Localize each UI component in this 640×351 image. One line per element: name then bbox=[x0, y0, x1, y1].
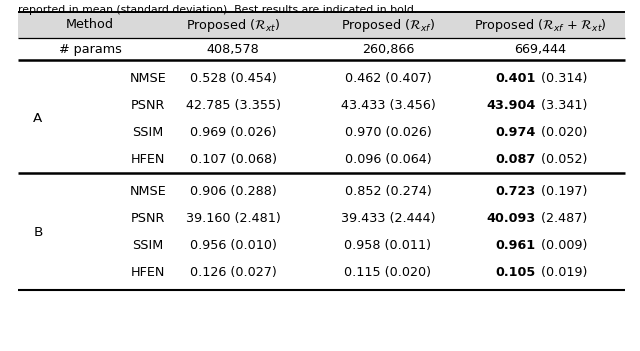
Text: (3.341): (3.341) bbox=[537, 99, 588, 112]
Text: (0.052): (0.052) bbox=[537, 153, 588, 166]
Text: 0.958 (0.011): 0.958 (0.011) bbox=[344, 239, 431, 252]
Text: HFEN: HFEN bbox=[131, 266, 165, 279]
Text: 0.969 (0.026): 0.969 (0.026) bbox=[189, 126, 276, 139]
Text: 0.115 (0.020): 0.115 (0.020) bbox=[344, 266, 431, 279]
Text: PSNR: PSNR bbox=[131, 212, 165, 225]
Text: 42.785 (3.355): 42.785 (3.355) bbox=[186, 99, 280, 112]
Text: NMSE: NMSE bbox=[130, 72, 166, 85]
Text: 0.956 (0.010): 0.956 (0.010) bbox=[189, 239, 276, 252]
Text: (0.009): (0.009) bbox=[537, 239, 588, 252]
Text: 0.096 (0.064): 0.096 (0.064) bbox=[345, 153, 431, 166]
Text: 39.433 (2.444): 39.433 (2.444) bbox=[340, 212, 435, 225]
Text: reported in mean (standard deviation). Best results are indicated in bold.: reported in mean (standard deviation). B… bbox=[18, 5, 417, 15]
Text: PSNR: PSNR bbox=[131, 99, 165, 112]
Text: 0.852 (0.274): 0.852 (0.274) bbox=[344, 185, 431, 198]
Text: 0.107 (0.068): 0.107 (0.068) bbox=[189, 153, 276, 166]
Text: Proposed ($\mathcal{R}_{xf}$): Proposed ($\mathcal{R}_{xf}$) bbox=[341, 16, 435, 33]
Text: 40.093: 40.093 bbox=[487, 212, 536, 225]
Text: 0.970 (0.026): 0.970 (0.026) bbox=[344, 126, 431, 139]
Text: SSIM: SSIM bbox=[132, 239, 164, 252]
Text: 260,866: 260,866 bbox=[362, 42, 414, 55]
Text: 0.462 (0.407): 0.462 (0.407) bbox=[345, 72, 431, 85]
Text: 669,444: 669,444 bbox=[514, 42, 566, 55]
Text: 0.105: 0.105 bbox=[496, 266, 536, 279]
Text: (0.314): (0.314) bbox=[537, 72, 588, 85]
Text: (0.019): (0.019) bbox=[537, 266, 588, 279]
Text: 0.087: 0.087 bbox=[496, 153, 536, 166]
Text: 0.528 (0.454): 0.528 (0.454) bbox=[189, 72, 276, 85]
Text: (0.197): (0.197) bbox=[537, 185, 588, 198]
Text: 0.401: 0.401 bbox=[495, 72, 536, 85]
Text: (2.487): (2.487) bbox=[537, 212, 588, 225]
Text: 0.961: 0.961 bbox=[496, 239, 536, 252]
Text: 0.974: 0.974 bbox=[495, 126, 536, 139]
Text: 0.723: 0.723 bbox=[496, 185, 536, 198]
Text: (0.020): (0.020) bbox=[537, 126, 588, 139]
Text: Proposed ($\mathcal{R}_{xt}$): Proposed ($\mathcal{R}_{xt}$) bbox=[186, 16, 280, 33]
Text: 0.906 (0.288): 0.906 (0.288) bbox=[189, 185, 276, 198]
Bar bbox=[18, 12, 625, 38]
Text: Method: Method bbox=[66, 19, 114, 32]
Text: HFEN: HFEN bbox=[131, 153, 165, 166]
Text: 43.904: 43.904 bbox=[486, 99, 536, 112]
Text: 43.433 (3.456): 43.433 (3.456) bbox=[340, 99, 435, 112]
Text: Proposed ($\mathcal{R}_{xf}$ + $\mathcal{R}_{xt}$): Proposed ($\mathcal{R}_{xf}$ + $\mathcal… bbox=[474, 16, 606, 33]
Text: NMSE: NMSE bbox=[130, 185, 166, 198]
Text: A: A bbox=[33, 113, 43, 126]
Text: 39.160 (2.481): 39.160 (2.481) bbox=[186, 212, 280, 225]
Text: 0.126 (0.027): 0.126 (0.027) bbox=[189, 266, 276, 279]
Text: 408,578: 408,578 bbox=[207, 42, 259, 55]
Text: B: B bbox=[33, 225, 43, 238]
Text: # params: # params bbox=[59, 42, 122, 55]
Text: SSIM: SSIM bbox=[132, 126, 164, 139]
